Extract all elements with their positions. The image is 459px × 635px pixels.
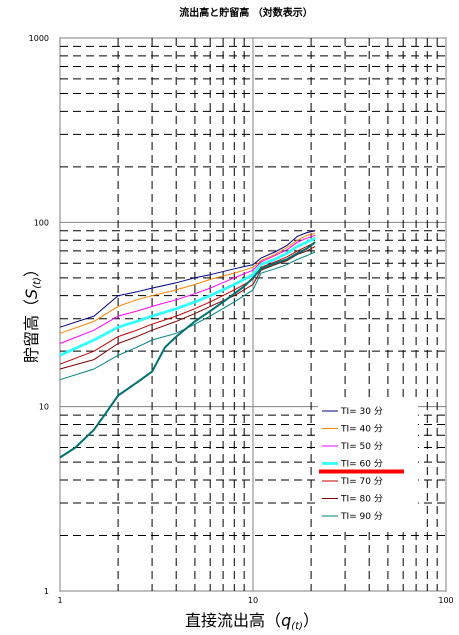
series-line-5 — [59, 241, 316, 365]
y-tick-label: 100 — [34, 218, 49, 227]
series-line-3 — [59, 234, 316, 344]
y-tick-label: 10 — [39, 403, 49, 412]
grid-major-lines — [59, 37, 447, 592]
x-tick-label: 100 — [438, 596, 453, 605]
observed-line — [59, 241, 316, 459]
x-axis-title-close: ） — [303, 611, 319, 630]
legend-label-1: TI= 30 分 — [340, 406, 383, 417]
legend-label-3: TI= 50 分 — [340, 441, 383, 452]
y-axis-title-main: 貯留高 — [22, 315, 41, 363]
legend-label-5: TI= 70 分 — [340, 476, 383, 487]
legend-label-4: TI= 60 分 — [340, 459, 383, 470]
y-tick-label: 1000 — [29, 34, 49, 43]
legend-label-6: TI= 80 分 — [340, 494, 383, 505]
legend-box — [318, 402, 418, 532]
grid-minor-lines — [60, 38, 446, 591]
y-axis-title-close: ） — [22, 261, 41, 277]
series-lines — [59, 230, 316, 459]
y-axis-title-open: （ — [22, 299, 41, 315]
y-axis-title-var: S — [22, 289, 41, 299]
x-tick-label: 1 — [57, 596, 62, 605]
series-line-7 — [59, 251, 316, 381]
legend-highlight-bar — [319, 469, 404, 474]
series-line-2 — [59, 233, 316, 334]
chart-title: 流出高と貯留高 （対数表示） — [179, 6, 312, 19]
legend-label-7: TI= 90 分 — [340, 511, 383, 522]
series-line-1 — [59, 230, 316, 328]
x-axis-title: 直接流出高（q(t)） — [185, 611, 319, 632]
legend: TI= 30 分 TI= 40 分 TI= 50 分 TI= 60 分 TI= 70 分… — [318, 402, 418, 532]
x-axis-title-main: 直接流出高 — [185, 611, 265, 630]
series-line-6 — [59, 245, 316, 370]
x-axis-title-sub: (t) — [291, 621, 303, 632]
y-tick-label: 1 — [44, 587, 49, 596]
x-tick-labels: 1 10 100 — [57, 596, 453, 605]
x-axis-title-open: （ — [265, 611, 281, 630]
y-axis-title-sub: (t) — [32, 277, 43, 289]
x-axis-title-var: q — [281, 611, 291, 630]
series-line-4 — [59, 236, 316, 357]
x-tick-label: 10 — [248, 596, 258, 605]
legend-label-2: TI= 40 分 — [340, 424, 383, 435]
y-axis-title: 貯留高（S(t)） — [22, 261, 43, 363]
y-tick-labels: 1 10 100 1000 — [29, 34, 49, 596]
